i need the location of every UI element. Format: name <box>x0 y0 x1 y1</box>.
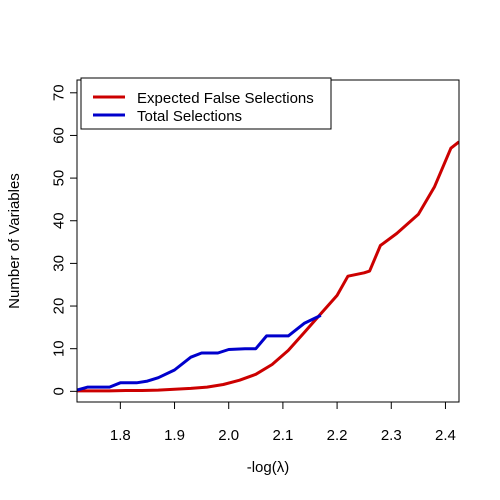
series-line-expected-false-selections <box>77 140 459 393</box>
x-tick-label: 1.9 <box>164 427 185 444</box>
y-tick-label: 60 <box>50 127 67 144</box>
x-tick-label: 2.0 <box>218 427 239 444</box>
y-axis-label: Number of Variables <box>6 173 23 309</box>
legend-box <box>80 77 332 130</box>
x-tick-label: 2.1 <box>272 427 293 444</box>
legend-label-expected-false-selections: Expected False Selections <box>137 90 314 107</box>
x-axis-label: -log(λ) <box>247 459 290 476</box>
y-tick-label: 30 <box>50 255 67 272</box>
x-tick-label: 1.8 <box>110 427 131 444</box>
x-tick-label: 2.2 <box>327 427 348 444</box>
y-tick-label: 50 <box>50 170 67 187</box>
series-line-total-selections <box>77 314 322 392</box>
y-tick-label: 70 <box>50 84 67 101</box>
y-axis: 0 10 20 30 40 50 60 70 <box>50 84 77 396</box>
plot-lines <box>77 140 459 393</box>
legend-label-total-selections: Total Selections <box>137 108 242 125</box>
y-tick-label: 20 <box>50 298 67 315</box>
y-tick-label: 10 <box>50 340 67 357</box>
x-tick-label: 2.4 <box>435 427 456 444</box>
legend: Expected False Selections Total Selectio… <box>80 77 332 130</box>
x-tick-label: 2.3 <box>381 427 402 444</box>
y-tick-label: 0 <box>50 387 67 395</box>
y-tick-label: 40 <box>50 212 67 229</box>
x-axis: 1.8 1.9 2.0 2.1 2.2 2.3 2.4 <box>110 402 456 444</box>
